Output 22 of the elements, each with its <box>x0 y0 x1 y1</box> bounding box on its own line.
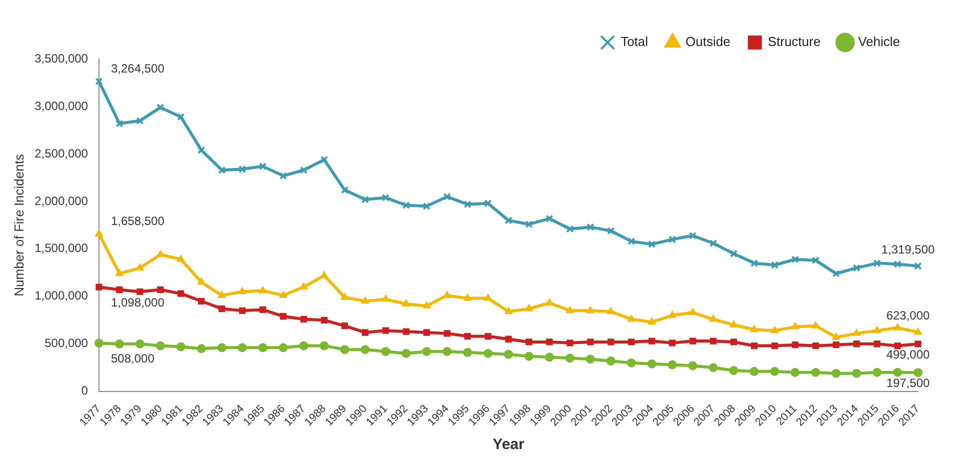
y-axis-title: Number of Fire Incidents <box>11 154 26 296</box>
legend-label: Structure <box>768 34 821 50</box>
legend-label: Vehicle <box>858 34 900 50</box>
legend-label: Total <box>620 34 648 50</box>
annotation: 499,000 <box>886 347 930 362</box>
annotation: 197,500 <box>886 376 930 390</box>
y-tick-label: 3,500,000 <box>34 51 88 66</box>
y-tick-label: 1,000,000 <box>34 288 88 303</box>
y-tick-label: 2,500,000 <box>34 146 88 160</box>
annotation: 3,264,500 <box>110 62 165 76</box>
annotation: 1,319,500 <box>881 242 936 256</box>
y-tick-label: 1,500,000 <box>34 241 88 256</box>
annotation: 1,098,000 <box>110 295 165 310</box>
legend-label: Outside <box>686 34 730 50</box>
annotation: 623,000 <box>886 308 930 323</box>
annotation: 508,000 <box>110 351 155 366</box>
y-tick-label: 2,000,000 <box>34 194 88 208</box>
x-axis-title: Year <box>492 436 525 454</box>
y-tick-label: 3,000,000 <box>34 98 88 113</box>
y-tick-label: 0 <box>81 384 88 398</box>
annotation: 1,658,500 <box>110 214 165 228</box>
y-tick-label: 500,000 <box>44 336 88 350</box>
